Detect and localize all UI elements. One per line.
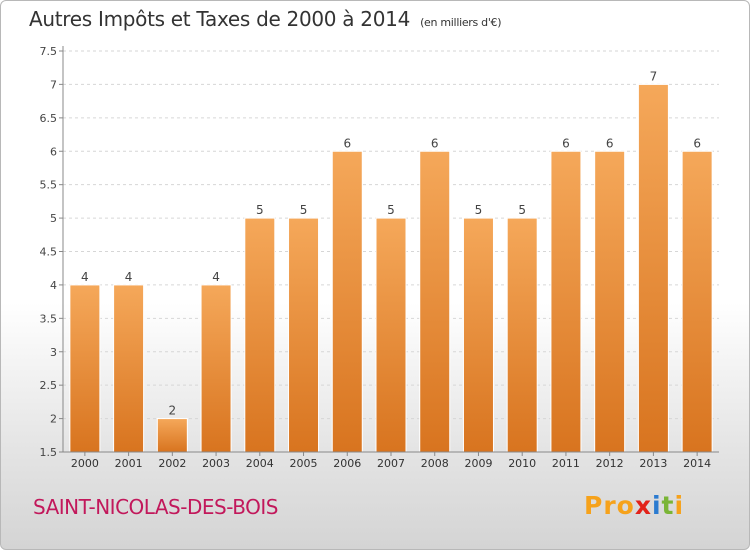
- bar: [69, 284, 101, 453]
- bar: [200, 284, 232, 453]
- bar: [156, 418, 188, 453]
- data-label: 6: [562, 136, 570, 150]
- y-tick-label: 6: [50, 145, 57, 158]
- bar: [506, 217, 538, 453]
- y-tick-label: 5: [50, 212, 57, 225]
- x-tick-label: 2007: [377, 457, 405, 470]
- x-tick-label: 2005: [290, 457, 318, 470]
- x-tick-label: 2001: [115, 457, 143, 470]
- y-tick-label: 3: [50, 346, 57, 359]
- data-label: 5: [300, 203, 308, 217]
- bars: 4 4 2 4 5 5 6 5 6 5 5 6 6 7 6: [69, 69, 713, 453]
- chart-title: Autres Impôts et Taxes de 2000 à 2014 (e…: [29, 7, 502, 31]
- bar: [419, 150, 451, 453]
- x-tick-label: 2011: [552, 457, 580, 470]
- x-tick-label: 2008: [421, 457, 449, 470]
- x-tick-label: 2004: [246, 457, 274, 470]
- chart-unit: (en milliers d'€): [420, 16, 502, 29]
- x-tick-label: 2014: [683, 457, 711, 470]
- x-axis: 2000 2001 2002 2003 2004 2005 2006 2007 2008 2009…: [63, 451, 719, 470]
- bar: [331, 150, 363, 453]
- bar: [375, 217, 407, 453]
- bar: [637, 83, 669, 453]
- y-tick-label: 5.5: [40, 179, 58, 192]
- x-tick-label: 2010: [508, 457, 536, 470]
- y-tick-label: 7.5: [40, 45, 58, 58]
- y-tick-label: 2: [50, 413, 57, 426]
- chart-title-text: Autres Impôts et Taxes de 2000 à 2014: [29, 7, 410, 31]
- data-label: 6: [693, 136, 701, 150]
- x-tick-label: 2009: [464, 457, 492, 470]
- y-axis: 1.5 2 2.5 3 3.5 4 4.5 5 5.5 6 6.5 7 7.5: [40, 45, 64, 459]
- y-tick-label: 4.5: [40, 246, 58, 259]
- data-label: 5: [256, 203, 264, 217]
- bar: [550, 150, 582, 453]
- y-tick-label: 3.5: [40, 312, 58, 325]
- data-label: 4: [125, 270, 133, 284]
- bar: [462, 217, 494, 453]
- x-tick-label: 2013: [639, 457, 667, 470]
- bar: [113, 284, 145, 453]
- data-label: 6: [606, 136, 614, 150]
- x-tick-label: 2003: [202, 457, 230, 470]
- commune-name: SAINT-NICOLAS-DES-BOIS: [33, 495, 278, 519]
- x-tick-label: 2006: [333, 457, 361, 470]
- y-tick-label: 6.5: [40, 112, 58, 125]
- proxiti-logo[interactable]: Proxiti: [584, 491, 685, 520]
- data-label: 5: [518, 203, 526, 217]
- data-label: 2: [169, 404, 177, 418]
- data-label: 7: [650, 69, 658, 83]
- data-label: 6: [431, 136, 439, 150]
- x-tick-label: 2000: [71, 457, 99, 470]
- y-tick-label: 2.5: [40, 379, 58, 392]
- x-tick-label: 2002: [158, 457, 186, 470]
- bar: [594, 150, 626, 453]
- data-label: 6: [343, 136, 351, 150]
- bar: [288, 217, 320, 453]
- data-label: 5: [387, 203, 395, 217]
- y-tick-label: 1.5: [40, 446, 58, 459]
- bar: [681, 150, 713, 453]
- y-tick-label: 7: [50, 78, 57, 91]
- data-label: 4: [212, 270, 220, 284]
- bar: [244, 217, 276, 453]
- y-tick-label: 4: [50, 279, 57, 292]
- x-tick-label: 2012: [596, 457, 624, 470]
- data-label: 5: [475, 203, 483, 217]
- data-label: 4: [81, 270, 89, 284]
